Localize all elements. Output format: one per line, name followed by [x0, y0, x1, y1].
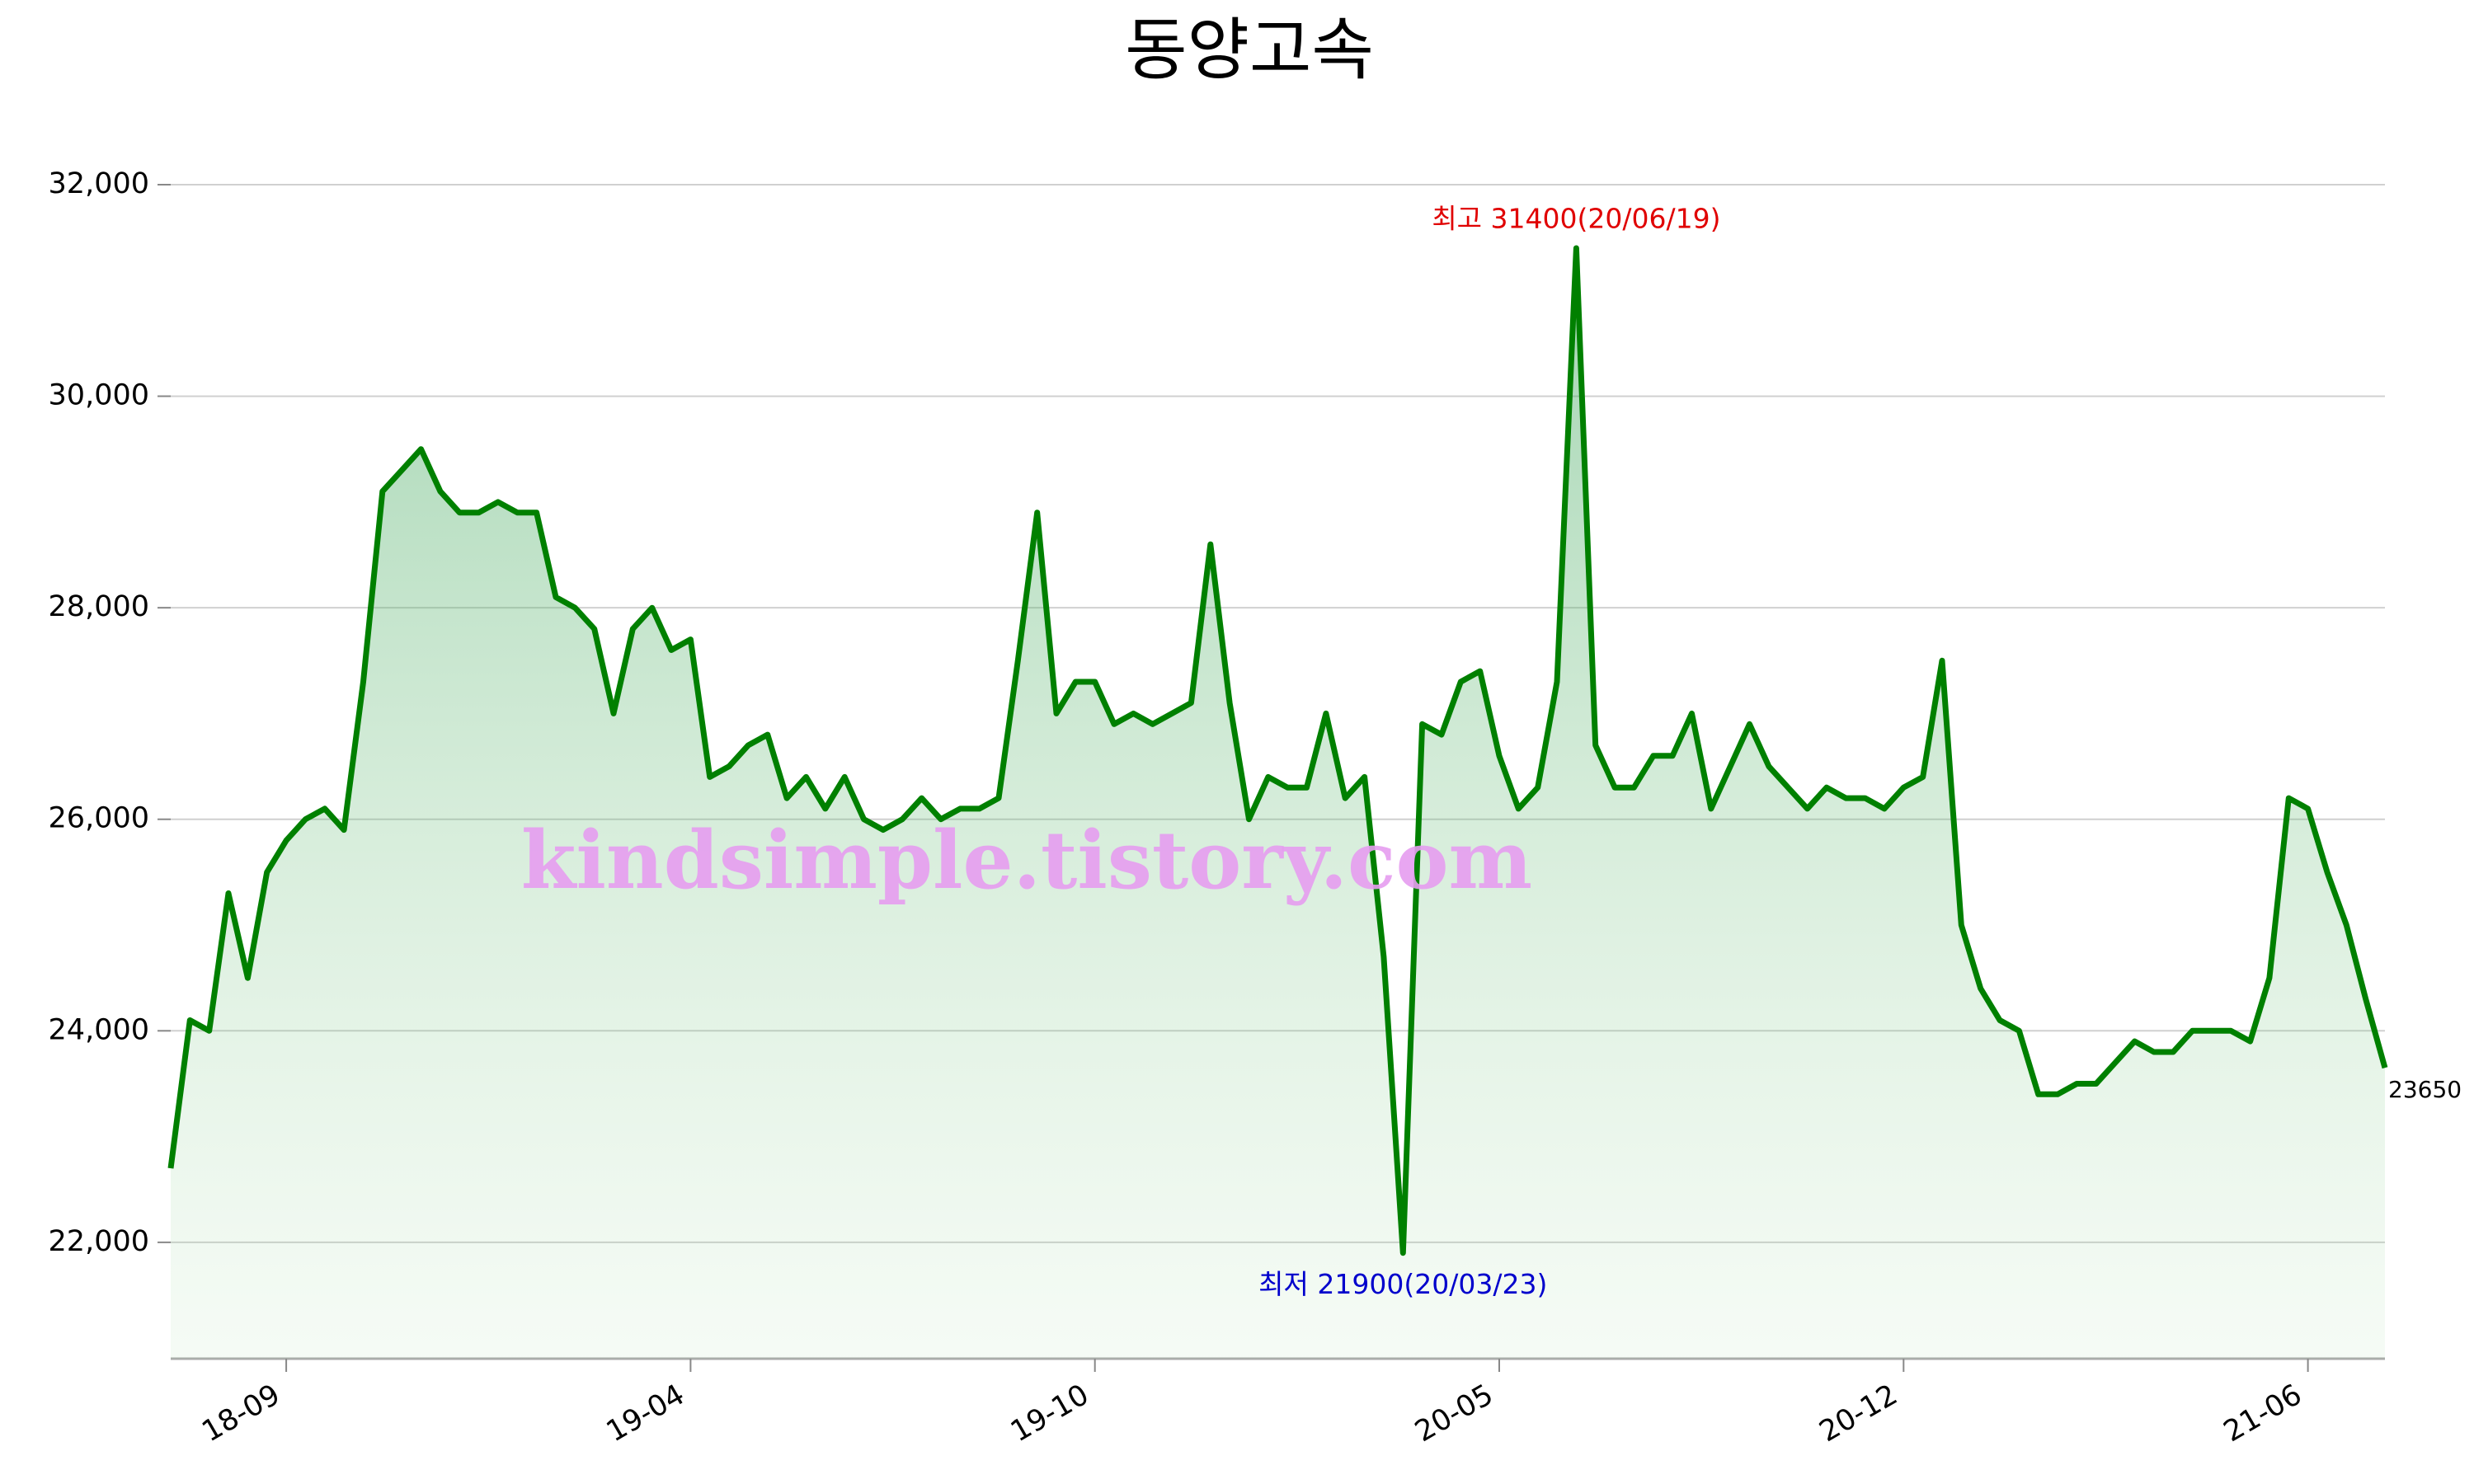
y-tick-label: 26,000	[49, 802, 149, 835]
area	[171, 248, 2385, 1359]
x-tick-label: 20-12	[1814, 1378, 1903, 1449]
high-annotation: 최고 31400(20/06/19)	[1432, 202, 1720, 234]
x-tick-label: 19-04	[601, 1378, 690, 1449]
x-tick-label: 19-10	[1005, 1378, 1094, 1449]
chart-title: 동양고속	[1125, 11, 1374, 89]
y-tick-label: 24,000	[49, 1013, 149, 1046]
last-value-label: 23650	[2388, 1076, 2462, 1103]
low-annotation: 최저 21900(20/03/23)	[1258, 1268, 1547, 1300]
y-tick-label: 32,000	[49, 167, 149, 200]
y-tick-label: 22,000	[49, 1225, 149, 1258]
line	[167, 245, 2388, 1256]
watermark: kindsimple.tistory.com	[521, 814, 1532, 907]
y-tick-label: 28,000	[49, 590, 149, 623]
x-tick-label: 18-09	[197, 1378, 286, 1449]
x-tick-label: 20-05	[1409, 1378, 1498, 1449]
y-tick-label: 30,000	[49, 379, 149, 412]
x-tick-label: 21-06	[2218, 1378, 2307, 1449]
